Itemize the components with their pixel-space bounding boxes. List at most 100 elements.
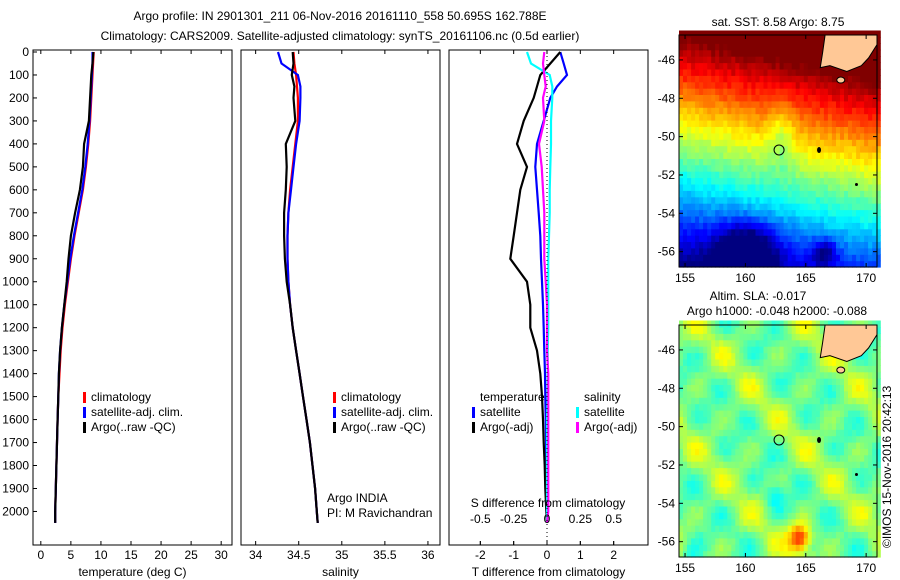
map-cell <box>791 247 797 255</box>
map-cell <box>759 544 765 552</box>
map-cell <box>791 126 797 134</box>
map-cell <box>831 152 837 159</box>
map-cell <box>783 260 789 268</box>
map-cell <box>787 247 793 255</box>
map-cell <box>743 113 748 121</box>
map-cell <box>775 378 781 385</box>
map-cell <box>767 49 773 57</box>
map-cell <box>823 215 829 223</box>
map-cell <box>876 260 881 268</box>
map-cell <box>848 196 853 204</box>
map-cell <box>703 480 708 488</box>
map-cell <box>767 499 773 507</box>
map-cell <box>735 505 740 513</box>
map-cell <box>811 505 817 513</box>
map-cell <box>759 378 765 385</box>
map-x-tick-label: 170 <box>856 561 876 575</box>
map-cell <box>787 499 793 507</box>
map-cell <box>799 190 805 198</box>
map-cell <box>803 505 809 513</box>
map-cell <box>823 222 829 230</box>
map-cell <box>739 190 744 198</box>
map-cell <box>811 448 817 456</box>
map-cell <box>687 326 692 334</box>
map-cell <box>763 544 769 552</box>
map-cell <box>771 43 777 51</box>
map-cell <box>759 352 765 360</box>
map-cell <box>876 126 881 134</box>
map-cell <box>739 113 744 121</box>
map-cell <box>739 196 744 204</box>
map-cell <box>819 422 825 430</box>
map-cell <box>759 177 765 185</box>
map-cell <box>747 442 752 449</box>
map-cell <box>731 215 736 223</box>
map-cell <box>699 442 704 449</box>
map-cell <box>811 499 817 507</box>
map-cell <box>707 442 712 449</box>
map-cell <box>751 209 756 217</box>
map-cell <box>848 467 853 475</box>
map-cell <box>715 461 720 469</box>
map-cell <box>703 260 708 268</box>
map-cell <box>860 448 865 456</box>
map-cell <box>763 120 769 127</box>
map-cell <box>691 107 696 115</box>
map-cell <box>868 346 873 354</box>
map-cell <box>819 139 825 147</box>
map-cell <box>707 177 712 185</box>
map-cell <box>819 403 825 411</box>
map-cell <box>731 326 736 334</box>
map-cell <box>840 358 845 366</box>
map-cell <box>803 235 809 242</box>
map-cell <box>747 81 752 89</box>
map-cell <box>799 196 805 204</box>
legend-heading-temperature: temperature <box>480 390 545 404</box>
map-cell <box>739 164 744 172</box>
map-cell <box>868 152 873 159</box>
map-cell <box>743 68 748 76</box>
map-cell <box>715 467 720 475</box>
map-cell <box>811 94 817 102</box>
map-cell <box>848 371 853 379</box>
map-cell <box>807 518 813 526</box>
map-cell <box>727 222 732 230</box>
map-cell <box>771 68 777 76</box>
map-cell <box>864 120 869 127</box>
map-cell <box>707 378 712 385</box>
map-cell <box>759 107 765 115</box>
map-cell <box>799 505 805 513</box>
map-cell <box>856 139 861 147</box>
map-cell <box>819 454 825 462</box>
map-cell <box>691 461 696 469</box>
map-cell <box>771 512 777 520</box>
map-cell <box>679 512 684 520</box>
map-cell <box>723 346 728 354</box>
map-cell <box>791 352 797 360</box>
map-cell <box>727 518 732 526</box>
map-cell <box>703 241 708 249</box>
map-cell <box>687 499 692 507</box>
map-cell <box>872 518 877 526</box>
map-cell <box>743 429 748 437</box>
map-cell <box>836 190 841 198</box>
map-cell <box>811 152 817 159</box>
map-cell <box>807 145 813 153</box>
map-cell <box>747 241 752 249</box>
map-cell <box>860 171 865 179</box>
map-cell <box>799 254 805 262</box>
map-cell <box>775 68 781 76</box>
map-cell <box>727 75 732 83</box>
map-cell <box>791 139 797 147</box>
map-cell <box>783 177 789 185</box>
map-cell <box>707 416 712 424</box>
map-cell <box>815 177 821 185</box>
map-cell <box>711 222 716 230</box>
map-cell <box>864 473 869 481</box>
map-cell <box>872 358 877 366</box>
map-cell <box>864 384 869 392</box>
map-cell <box>771 397 777 405</box>
map-cell <box>723 36 728 44</box>
map-cell <box>707 100 712 108</box>
map-cell <box>876 512 881 520</box>
